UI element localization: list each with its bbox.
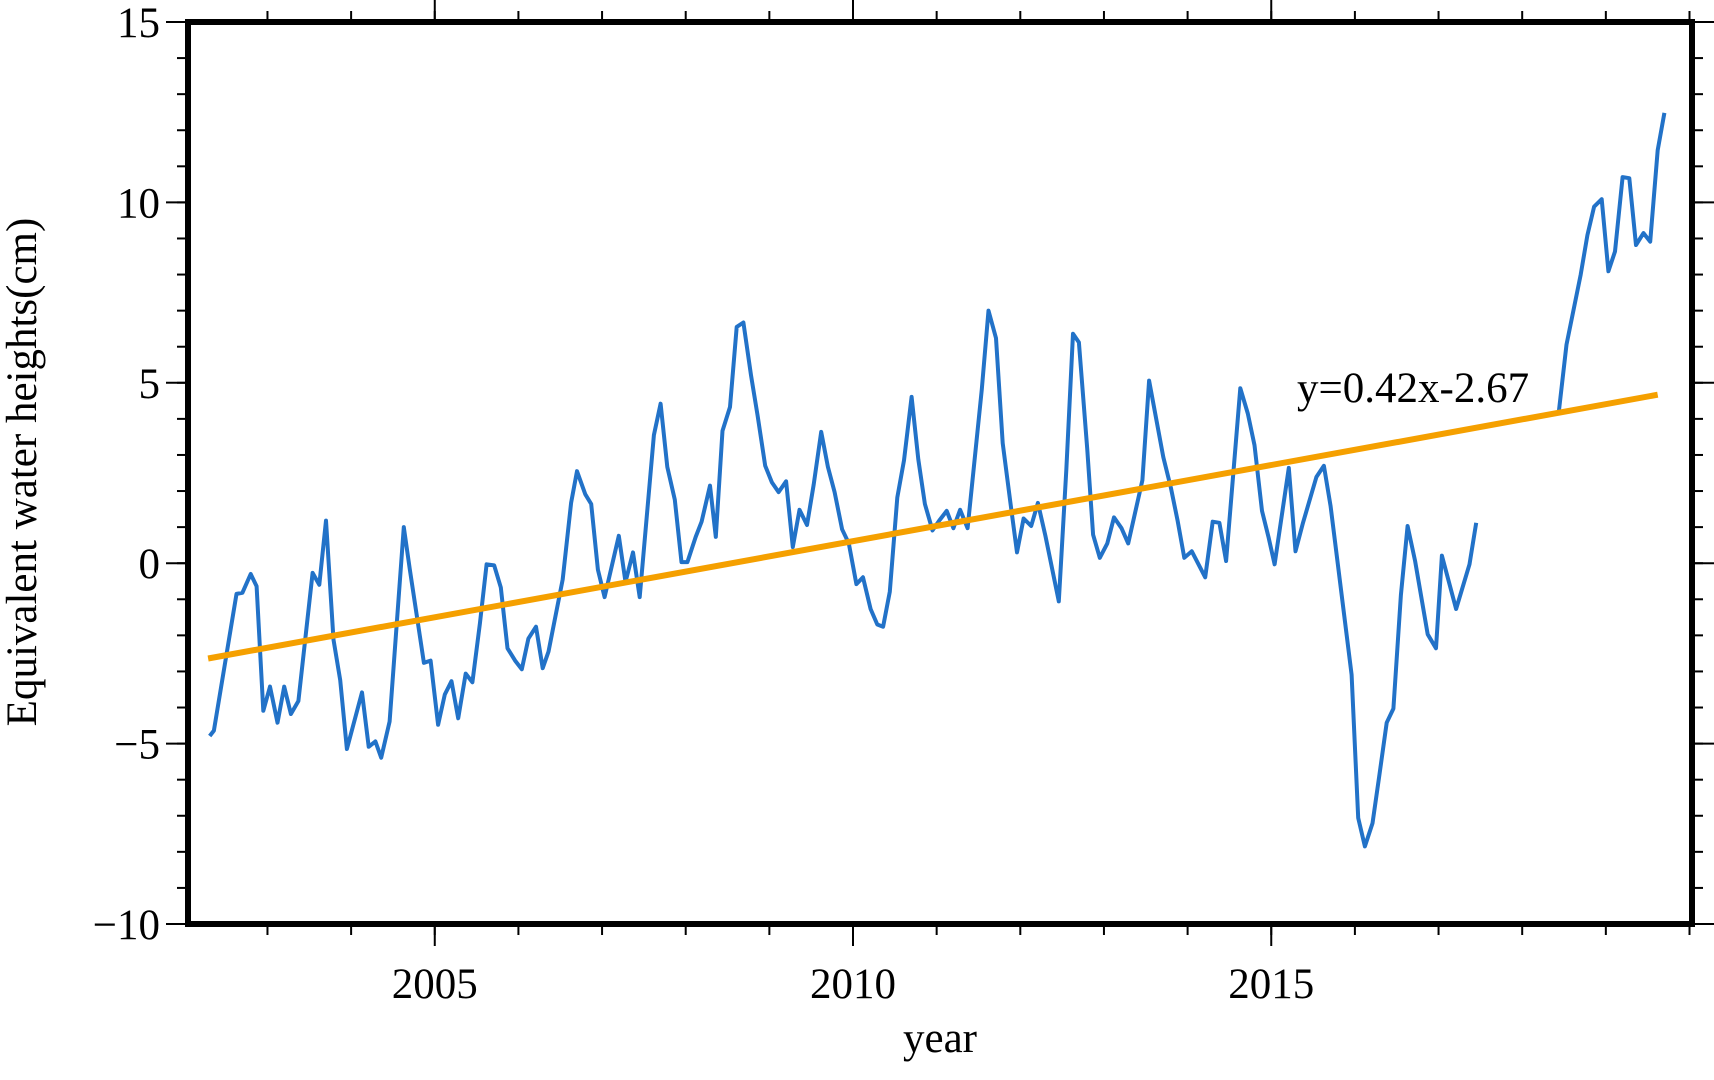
x-tick-label: 2005 (392, 961, 478, 1008)
x-axis-label: year (903, 1015, 977, 1062)
x-tick-label: 2015 (1228, 961, 1314, 1008)
y-tick-label: 5 (139, 361, 161, 408)
data-line (207, 391, 1659, 662)
x-tick-label: 2010 (810, 961, 896, 1008)
plot-frame (185, 19, 1695, 927)
y-tick-label: −5 (114, 722, 160, 769)
data-line (208, 112, 1667, 849)
y-tick-label: 15 (117, 0, 160, 47)
annotation: y=0.42x-2.67 (1297, 365, 1529, 412)
y-tick-label: −10 (93, 902, 160, 949)
y-tick-label: 0 (139, 541, 161, 588)
y-axis-label: Equivalent water heights(cm) (0, 218, 46, 727)
y-tick-label: 10 (117, 180, 160, 227)
